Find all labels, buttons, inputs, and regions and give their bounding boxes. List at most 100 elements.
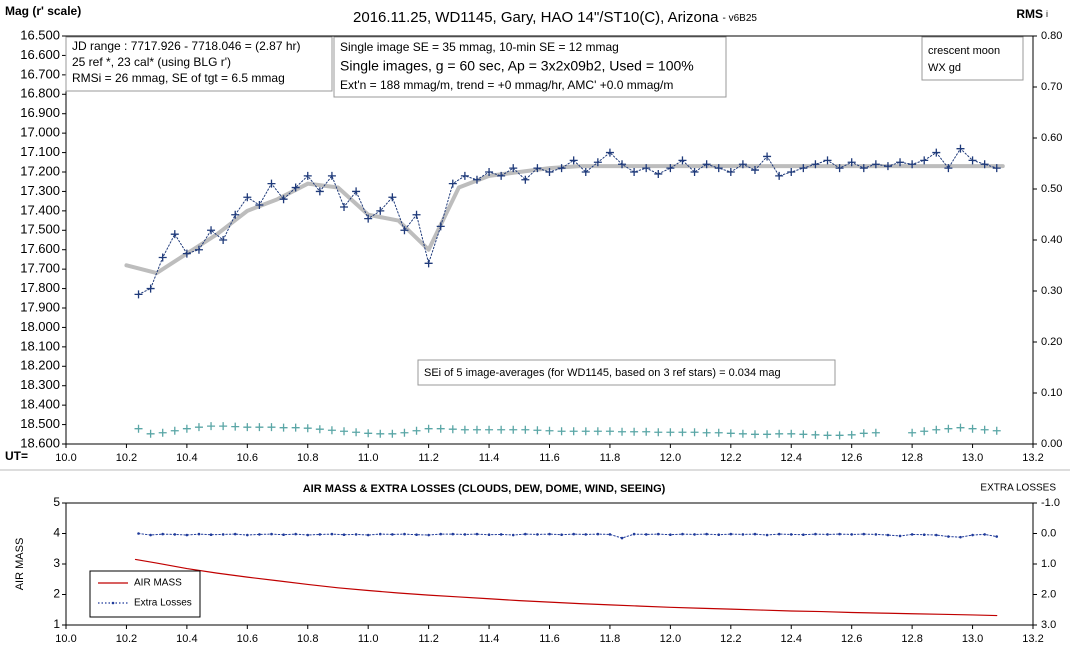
data-point: [451, 532, 455, 536]
data-point: [666, 428, 675, 437]
data-point: [654, 428, 663, 437]
data-point: [499, 533, 503, 536]
x-tick-label: 10.4: [176, 633, 197, 645]
data-point: [871, 428, 880, 437]
data-point: [403, 532, 406, 536]
data-point: [342, 533, 346, 537]
data-point: [678, 156, 687, 165]
data-point: [521, 175, 530, 184]
y-tick-label: 17.900: [20, 299, 60, 314]
data-point: [246, 533, 249, 537]
data-point: [424, 259, 433, 268]
data-point: [161, 532, 164, 536]
data-point: [221, 533, 225, 536]
data-point: [932, 425, 941, 434]
data-point: [581, 168, 590, 176]
x-tick-label: 13.2: [1022, 452, 1043, 464]
data-point: [968, 424, 977, 433]
data-point: [376, 206, 385, 215]
x-tick-label: 11.6: [539, 633, 560, 645]
data-point: [596, 532, 600, 536]
chart-title: 2016.11.25, WD1145, Gary, HAO 14"/ST10(C…: [353, 9, 757, 26]
x-tick-label: 12.2: [720, 633, 741, 645]
y-tick-label: 18.600: [20, 435, 60, 450]
data-point: [427, 533, 430, 537]
data-point: [678, 428, 687, 437]
data-point: [463, 533, 467, 536]
annotation-text: Single images, g = 60 sec, Ap = 3x2x09b2…: [340, 58, 694, 74]
x-tick-label: 11.0: [358, 452, 379, 464]
y-tick-label: 1: [53, 617, 60, 631]
x-tick-label: 12.2: [720, 452, 741, 464]
data-point: [378, 532, 382, 536]
x-tick-label: 11.4: [479, 452, 500, 464]
annotation-box: [65, 36, 333, 92]
data-point: [847, 430, 856, 439]
data-point: [524, 532, 527, 536]
data-point: [267, 423, 276, 432]
y-tick-label: 17.300: [20, 183, 60, 198]
y-tick-label: 16.900: [20, 105, 60, 120]
data-point: [243, 193, 252, 202]
data-point: [605, 148, 614, 157]
annotation-text: WX gd: [928, 62, 961, 74]
x-tick-label: 11.2: [418, 633, 439, 645]
data-point: [632, 532, 636, 536]
data-point: [871, 160, 880, 169]
x-tick-label: 12.4: [781, 633, 802, 645]
data-point: [932, 148, 941, 157]
data-point: [134, 424, 143, 433]
y2-tick-label: 0.70: [1041, 81, 1062, 93]
data-point: [415, 533, 418, 537]
data-point: [789, 533, 793, 536]
data-point: [231, 210, 240, 219]
data-point: [669, 533, 672, 537]
legend-box: [89, 570, 201, 618]
data-point: [557, 427, 566, 436]
data-point: [158, 428, 167, 437]
data-point: [802, 533, 805, 537]
data-point: [318, 533, 322, 536]
data-point: [775, 171, 784, 180]
y-tick-label: 16.500: [20, 27, 60, 42]
data-point: [823, 431, 832, 440]
data-point: [859, 164, 868, 173]
data-point: [738, 429, 747, 438]
annotation-text: Single image SE = 35 mmag, 10-min SE = 1…: [340, 40, 619, 54]
y-tick-label: 17.400: [20, 202, 60, 217]
data-point: [533, 426, 542, 435]
data-point: [255, 423, 264, 432]
series-line: [124, 164, 1005, 276]
data-point: [472, 175, 481, 184]
data-point: [439, 532, 443, 536]
data-point: [956, 423, 965, 432]
x-tick-label: 10.8: [297, 633, 318, 645]
x-tick-label: 10.6: [237, 633, 258, 645]
data-point: [714, 164, 723, 173]
data-point: [765, 533, 769, 537]
data-point: [424, 424, 433, 433]
data-point: [717, 533, 721, 537]
data-point: [194, 423, 203, 432]
data-point: [862, 532, 866, 536]
data-point: [620, 536, 624, 540]
y2-tick-label: 3.0: [1041, 619, 1056, 631]
x-tick-label: 13.0: [962, 452, 983, 464]
x-tick-label: 12.0: [660, 452, 681, 464]
data-point: [630, 427, 639, 436]
data-point: [194, 245, 203, 254]
x-tick-label: 11.0: [358, 633, 379, 645]
data-point: [705, 532, 708, 536]
y-tick-label: 16.600: [20, 47, 60, 62]
y-tick-label: 18.300: [20, 377, 60, 392]
data-point: [630, 168, 639, 176]
data-point: [388, 193, 397, 202]
data-point: [618, 160, 627, 169]
data-point: [170, 426, 179, 435]
y2-tick-label: 0.30: [1041, 285, 1062, 297]
x-tick-label: 10.0: [55, 452, 76, 464]
data-point: [908, 428, 917, 437]
data-point: [654, 169, 663, 178]
data-point: [388, 429, 397, 438]
